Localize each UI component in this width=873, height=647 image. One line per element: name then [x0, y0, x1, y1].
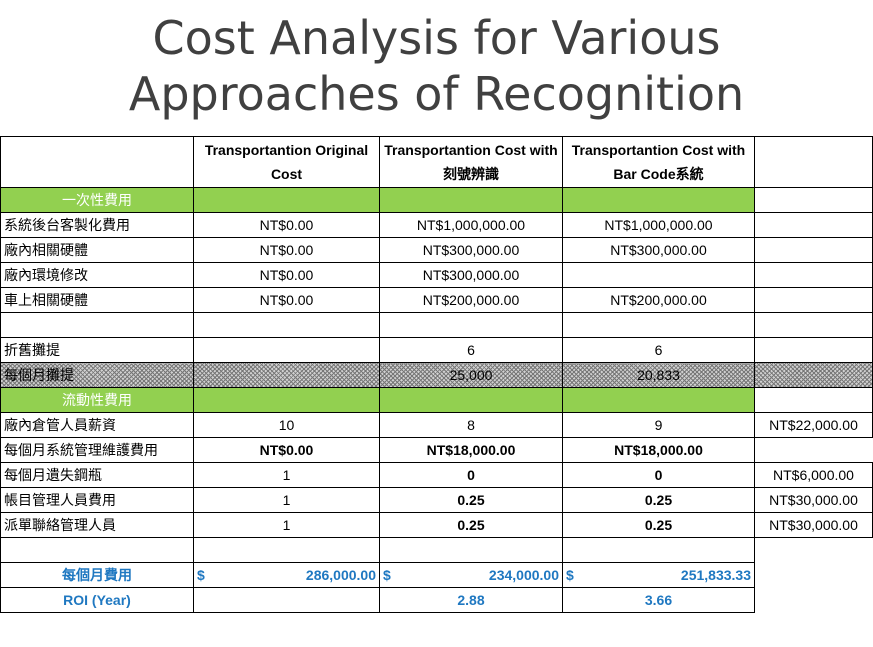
unit-cost: NT$6,000.00: [754, 462, 873, 488]
cell: 10: [193, 412, 380, 438]
title-line-1: Cost Analysis for Various: [152, 11, 721, 65]
header-engraving: Transportantion Cost with 刻號辨識: [379, 136, 563, 188]
cell: 3.66: [562, 587, 755, 613]
row-label: ROI (Year): [0, 587, 194, 613]
cell: 0.25: [379, 512, 563, 538]
total-cell: $286,000.00: [193, 562, 380, 588]
row-label: 每個月攤提: [0, 362, 194, 388]
roi-row: ROI (Year) 2.88 3.66: [0, 587, 873, 613]
section-one-time: 一次性費用: [0, 187, 873, 213]
amount: 251,833.33: [680, 567, 751, 583]
cell: [193, 337, 380, 363]
table-row: 帳目管理人員費用 1 0.25 0.25 NT$30,000.00: [0, 487, 873, 513]
row-label: 帳目管理人員費用: [0, 487, 194, 513]
section-recurring: 流動性費用: [0, 387, 873, 413]
table-row: 系統後台客製化費用 NT$0.00 NT$1,000,000.00 NT$1,0…: [0, 212, 873, 238]
cell: NT$1,000,000.00: [562, 212, 755, 238]
amount: 234,000.00: [488, 567, 559, 583]
cell: NT$18,000.00: [379, 437, 563, 463]
spacer-row: [0, 312, 873, 338]
cell: 0.25: [379, 487, 563, 513]
cell: 6: [379, 337, 563, 363]
cell: NT$18,000.00: [562, 437, 755, 463]
row-label: 系統後台客製化費用: [0, 212, 194, 238]
cell: NT$0.00: [193, 212, 380, 238]
cell: 8: [379, 412, 563, 438]
total-cell: $251,833.33: [562, 562, 755, 588]
row-label: 車上相關硬體: [0, 287, 194, 313]
page-title: Cost Analysis for Various Approaches of …: [0, 10, 873, 122]
cell: 1: [193, 512, 380, 538]
row-label: 每個月系統管理維護費用: [0, 437, 194, 463]
unit-cost: NT$30,000.00: [754, 512, 873, 538]
cell: 0: [562, 462, 755, 488]
header-blank: [0, 136, 194, 188]
table-row: 車上相關硬體 NT$0.00 NT$200,000.00 NT$200,000.…: [0, 287, 873, 313]
cell: NT$0.00: [193, 262, 380, 288]
row-label: 派單聯絡管理人員: [0, 512, 194, 538]
row-label: 每個月費用: [0, 562, 194, 588]
cell: 9: [562, 412, 755, 438]
cell: 25,000: [379, 362, 563, 388]
cell: [193, 362, 380, 388]
cell: NT$1,000,000.00: [379, 212, 563, 238]
cell: 0.25: [562, 512, 755, 538]
row-label: 每個月遺失鋼瓶: [0, 462, 194, 488]
cell: 0: [379, 462, 563, 488]
monthly-total-row: 每個月費用 $286,000.00 $234,000.00 $251,833.3…: [0, 562, 873, 588]
row-label: 廠內相關硬體: [0, 237, 194, 263]
cell: NT$200,000.00: [379, 287, 563, 313]
unit-cost: NT$22,000.00: [754, 412, 873, 438]
cell: NT$0.00: [193, 237, 380, 263]
cell: NT$200,000.00: [562, 287, 755, 313]
cell: NT$0.00: [193, 287, 380, 313]
amount: 286,000.00: [305, 567, 376, 583]
monthly-depreciation-row: 每個月攤提 25,000 20,833: [0, 362, 873, 388]
cell: 2.88: [379, 587, 563, 613]
cell: 1: [193, 462, 380, 488]
cell: 1: [193, 487, 380, 513]
header-row: Transportantion Original Cost Transporta…: [0, 136, 873, 188]
section-label: 一次性費用: [0, 187, 194, 213]
table-row: 廠內相關硬體 NT$0.00 NT$300,000.00 NT$300,000.…: [0, 237, 873, 263]
cell: NT$300,000.00: [379, 262, 563, 288]
currency-symbol: $: [197, 567, 205, 583]
cell: NT$300,000.00: [562, 237, 755, 263]
currency-symbol: $: [383, 567, 391, 583]
table-row: 每個月系統管理維護費用 NT$0.00 NT$18,000.00 NT$18,0…: [0, 437, 873, 463]
table-row: 廠內倉管人員薪資 10 8 9 NT$22,000.00: [0, 412, 873, 438]
row-label: 廠內倉管人員薪資: [0, 412, 194, 438]
cost-table: Transportantion Original Cost Transporta…: [0, 136, 873, 613]
table-row: 每個月遺失鋼瓶 1 0 0 NT$6,000.00: [0, 462, 873, 488]
cell: NT$0.00: [193, 437, 380, 463]
header-original: Transportantion Original Cost: [193, 136, 380, 188]
cell: NT$300,000.00: [379, 237, 563, 263]
depreciation-row: 折舊攤提 6 6: [0, 337, 873, 363]
currency-symbol: $: [566, 567, 574, 583]
cell: [562, 262, 755, 288]
row-label: 折舊攤提: [0, 337, 194, 363]
section-label: 流動性費用: [0, 387, 194, 413]
title-line-2: Approaches of Recognition: [128, 67, 745, 121]
row-label: 廠內環境修改: [0, 262, 194, 288]
table-row: 廠內環境修改 NT$0.00 NT$300,000.00: [0, 262, 873, 288]
spacer-row: [0, 537, 873, 563]
cell: [193, 587, 380, 613]
cell: 20,833: [562, 362, 755, 388]
table-row: 派單聯絡管理人員 1 0.25 0.25 NT$30,000.00: [0, 512, 873, 538]
header-unit: [754, 136, 873, 188]
cell: 0.25: [562, 487, 755, 513]
cell: 6: [562, 337, 755, 363]
header-barcode: Transportantion Cost with Bar Code系統: [562, 136, 755, 188]
unit-cost: NT$30,000.00: [754, 487, 873, 513]
total-cell: $234,000.00: [379, 562, 563, 588]
